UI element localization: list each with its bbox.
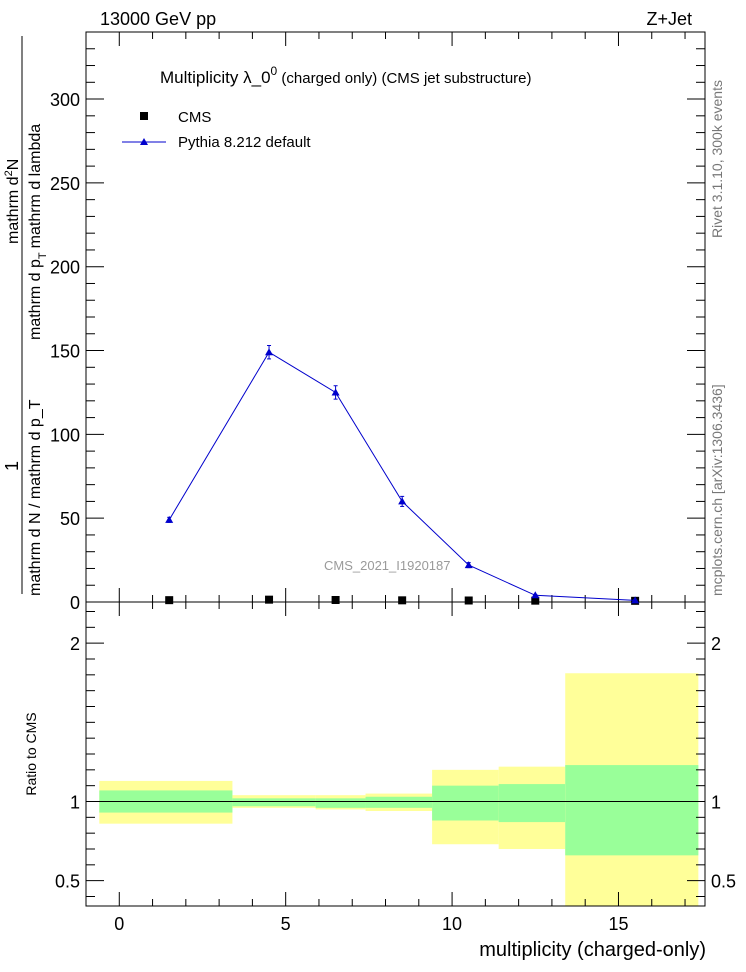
rivet-version-label: Rivet 3.1.10, 300k events — [709, 80, 725, 238]
tick-labels: 0 50 100 150 200 250 300 0 5 10 15 0.5 0.5 1 1 2 2 — [50, 90, 736, 934]
main-y-axis-label: 1 mathrm d N / mathrm d p_T mathrm d2N m… — [2, 36, 49, 596]
ratio-y-tick-label: 1 — [70, 793, 80, 813]
main-y-tick-label: 300 — [50, 90, 80, 110]
ratio-inner-band — [565, 765, 699, 856]
legend-pythia-marker — [140, 138, 148, 145]
cms-data-point — [265, 595, 274, 604]
y-label-lower-sub: T — [37, 252, 49, 259]
ratio-y-tick-label-right: 2 — [711, 634, 721, 654]
x-tick-label: 5 — [281, 914, 291, 934]
pythia-data-point — [464, 561, 473, 569]
y-label-lower-b: mathrm d lambda — [27, 124, 44, 249]
main-series — [165, 345, 640, 605]
y-label-lower: mathrm d pTmathrm d lambda — [27, 124, 49, 340]
ratio-inner-band — [232, 798, 316, 807]
pythia-data-point — [631, 596, 640, 604]
ratio-inner-band — [498, 784, 566, 823]
main-y-tick-label: 250 — [50, 174, 80, 194]
y-label-lower-a: mathrm d p — [27, 259, 44, 340]
ratio-y-tick-label-right: 0.5 — [711, 872, 736, 892]
analysis-watermark: CMS_2021_I1920187 — [324, 558, 451, 573]
mcplots-label: mcplots.cern.ch [arXiv:1306.3436] — [709, 384, 725, 596]
cms-data-point — [331, 595, 340, 604]
ratio-inner-band — [365, 796, 433, 808]
y-label-denominator: mathrm d N / mathrm d p_T — [27, 399, 44, 596]
plot-title-rest: (charged only) (CMS jet substructure) — [277, 70, 531, 87]
legend-pythia-label: Pythia 8.212 default — [178, 134, 311, 151]
y-label-upper-b: N — [5, 159, 22, 171]
cms-data-point — [464, 596, 473, 605]
y-label-numerator: 1 — [2, 461, 22, 471]
cms-data-point — [531, 596, 540, 605]
main-y-tick-label: 200 — [50, 258, 80, 278]
x-tick-label: 10 — [442, 914, 462, 934]
ratio-inner-band — [432, 785, 499, 821]
ratio-y-tick-label: 0.5 — [55, 872, 80, 892]
ratio-bands — [86, 673, 705, 906]
pythia-data-point — [265, 348, 274, 356]
y-label-den-b: _T — [27, 399, 44, 419]
y-label-upper: mathrm d2N — [3, 159, 22, 244]
x-tick-label: 15 — [608, 914, 628, 934]
main-y-tick-label: 150 — [50, 342, 80, 362]
y-label-den-a: mathrm d N / mathrm d p — [27, 418, 44, 596]
process-label: Z+Jet — [646, 9, 692, 29]
pythia-data-point — [531, 591, 540, 599]
y-label-upper-sup: 2 — [3, 170, 15, 176]
axis-ticks — [85, 31, 705, 906]
cms-data-point — [398, 596, 407, 605]
plot-title-main: Multiplicity λ_0 — [160, 68, 271, 87]
plot-frames — [85, 31, 706, 907]
x-axis-label: multiplicity (charged-only) — [479, 939, 706, 961]
y-label-upper-a: mathrm d — [5, 176, 22, 244]
pythia-data-point — [398, 497, 407, 505]
ratio-plot-frame — [85, 601, 706, 907]
legend: CMS Pythia 8.212 default — [122, 109, 311, 151]
cms-data-point — [165, 596, 174, 605]
pythia-data-point — [165, 515, 174, 523]
energy-label: 13000 GeV pp — [100, 9, 216, 29]
pythia-data-point — [331, 388, 340, 396]
main-y-tick-label: 100 — [50, 425, 80, 445]
ratio-inner-band — [315, 798, 366, 808]
legend-cms-marker — [140, 112, 148, 120]
ratio-y-tick-label: 2 — [70, 634, 80, 654]
main-y-tick-label: 0 — [70, 593, 80, 613]
ratio-y-axis-label: Ratio to CMS — [23, 712, 39, 795]
main-y-tick-label: 50 — [60, 509, 80, 529]
x-tick-label: 0 — [114, 914, 124, 934]
plot-title: Multiplicity λ_00 (charged only) (CMS je… — [160, 64, 532, 87]
legend-cms-label: CMS — [178, 109, 211, 126]
ratio-y-tick-label-right: 1 — [711, 793, 721, 813]
plot-title-sup: 0 — [271, 64, 278, 78]
